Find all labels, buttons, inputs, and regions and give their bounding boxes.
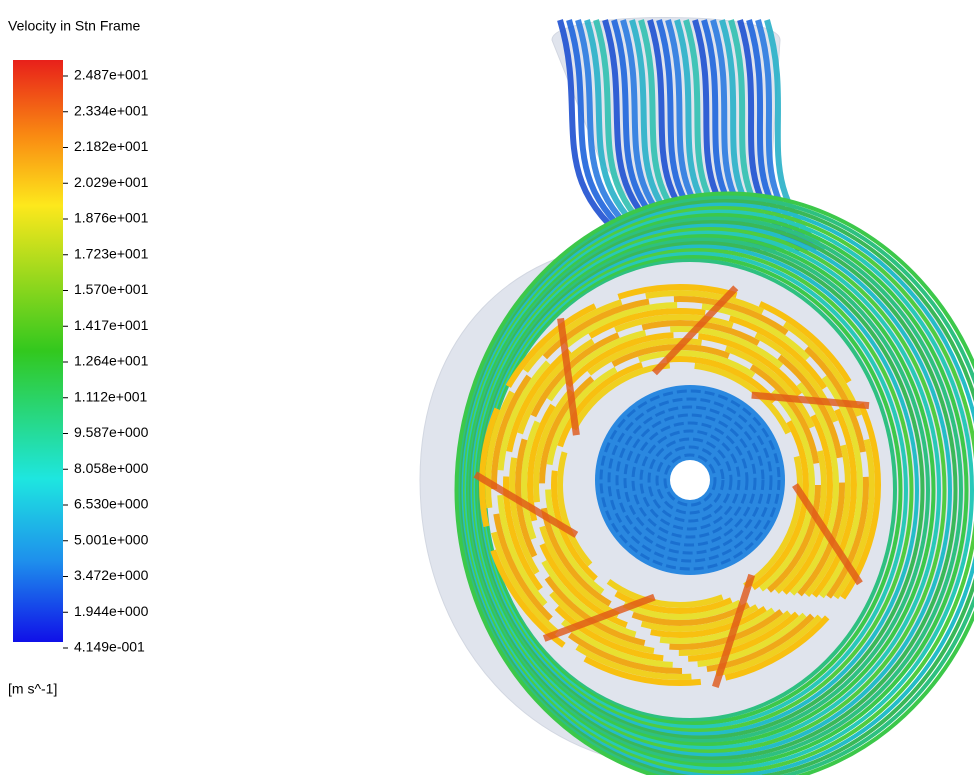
legend-unit: [m s^-1]: [8, 681, 57, 697]
legend-title: Velocity in Stn Frame: [8, 18, 140, 34]
legend-label: 5.001e+000: [74, 531, 149, 547]
legend-label: 1.570e+001: [74, 281, 149, 297]
legend-label: 1.723e+001: [74, 245, 149, 261]
legend-label: 1.876e+001: [74, 210, 149, 226]
legend-label: 1.944e+000: [74, 603, 149, 619]
color-bar: [13, 60, 63, 642]
legend-label: 3.472e+000: [74, 567, 149, 583]
legend-label: 1.264e+001: [74, 353, 149, 369]
legend-label: 6.530e+000: [74, 496, 149, 512]
impeller-eye: [670, 460, 710, 500]
legend-label: 4.149e-001: [74, 639, 145, 655]
legend-label: 9.587e+000: [74, 424, 149, 440]
legend-label: 2.029e+001: [74, 174, 149, 190]
page: Velocity in Stn Frame 2.487e+001 2.334e+0…: [0, 0, 974, 775]
legend-label: 1.417e+001: [74, 317, 149, 333]
legend-label: 2.334e+001: [74, 102, 149, 118]
legend-label: 2.182e+001: [74, 138, 149, 154]
visualization: Velocity in Stn Frame 2.487e+001 2.334e+0…: [0, 0, 974, 775]
legend-label: 8.058e+000: [74, 460, 149, 476]
legend-label: 1.112e+001: [74, 388, 148, 404]
legend-label: 2.487e+001: [74, 67, 149, 83]
